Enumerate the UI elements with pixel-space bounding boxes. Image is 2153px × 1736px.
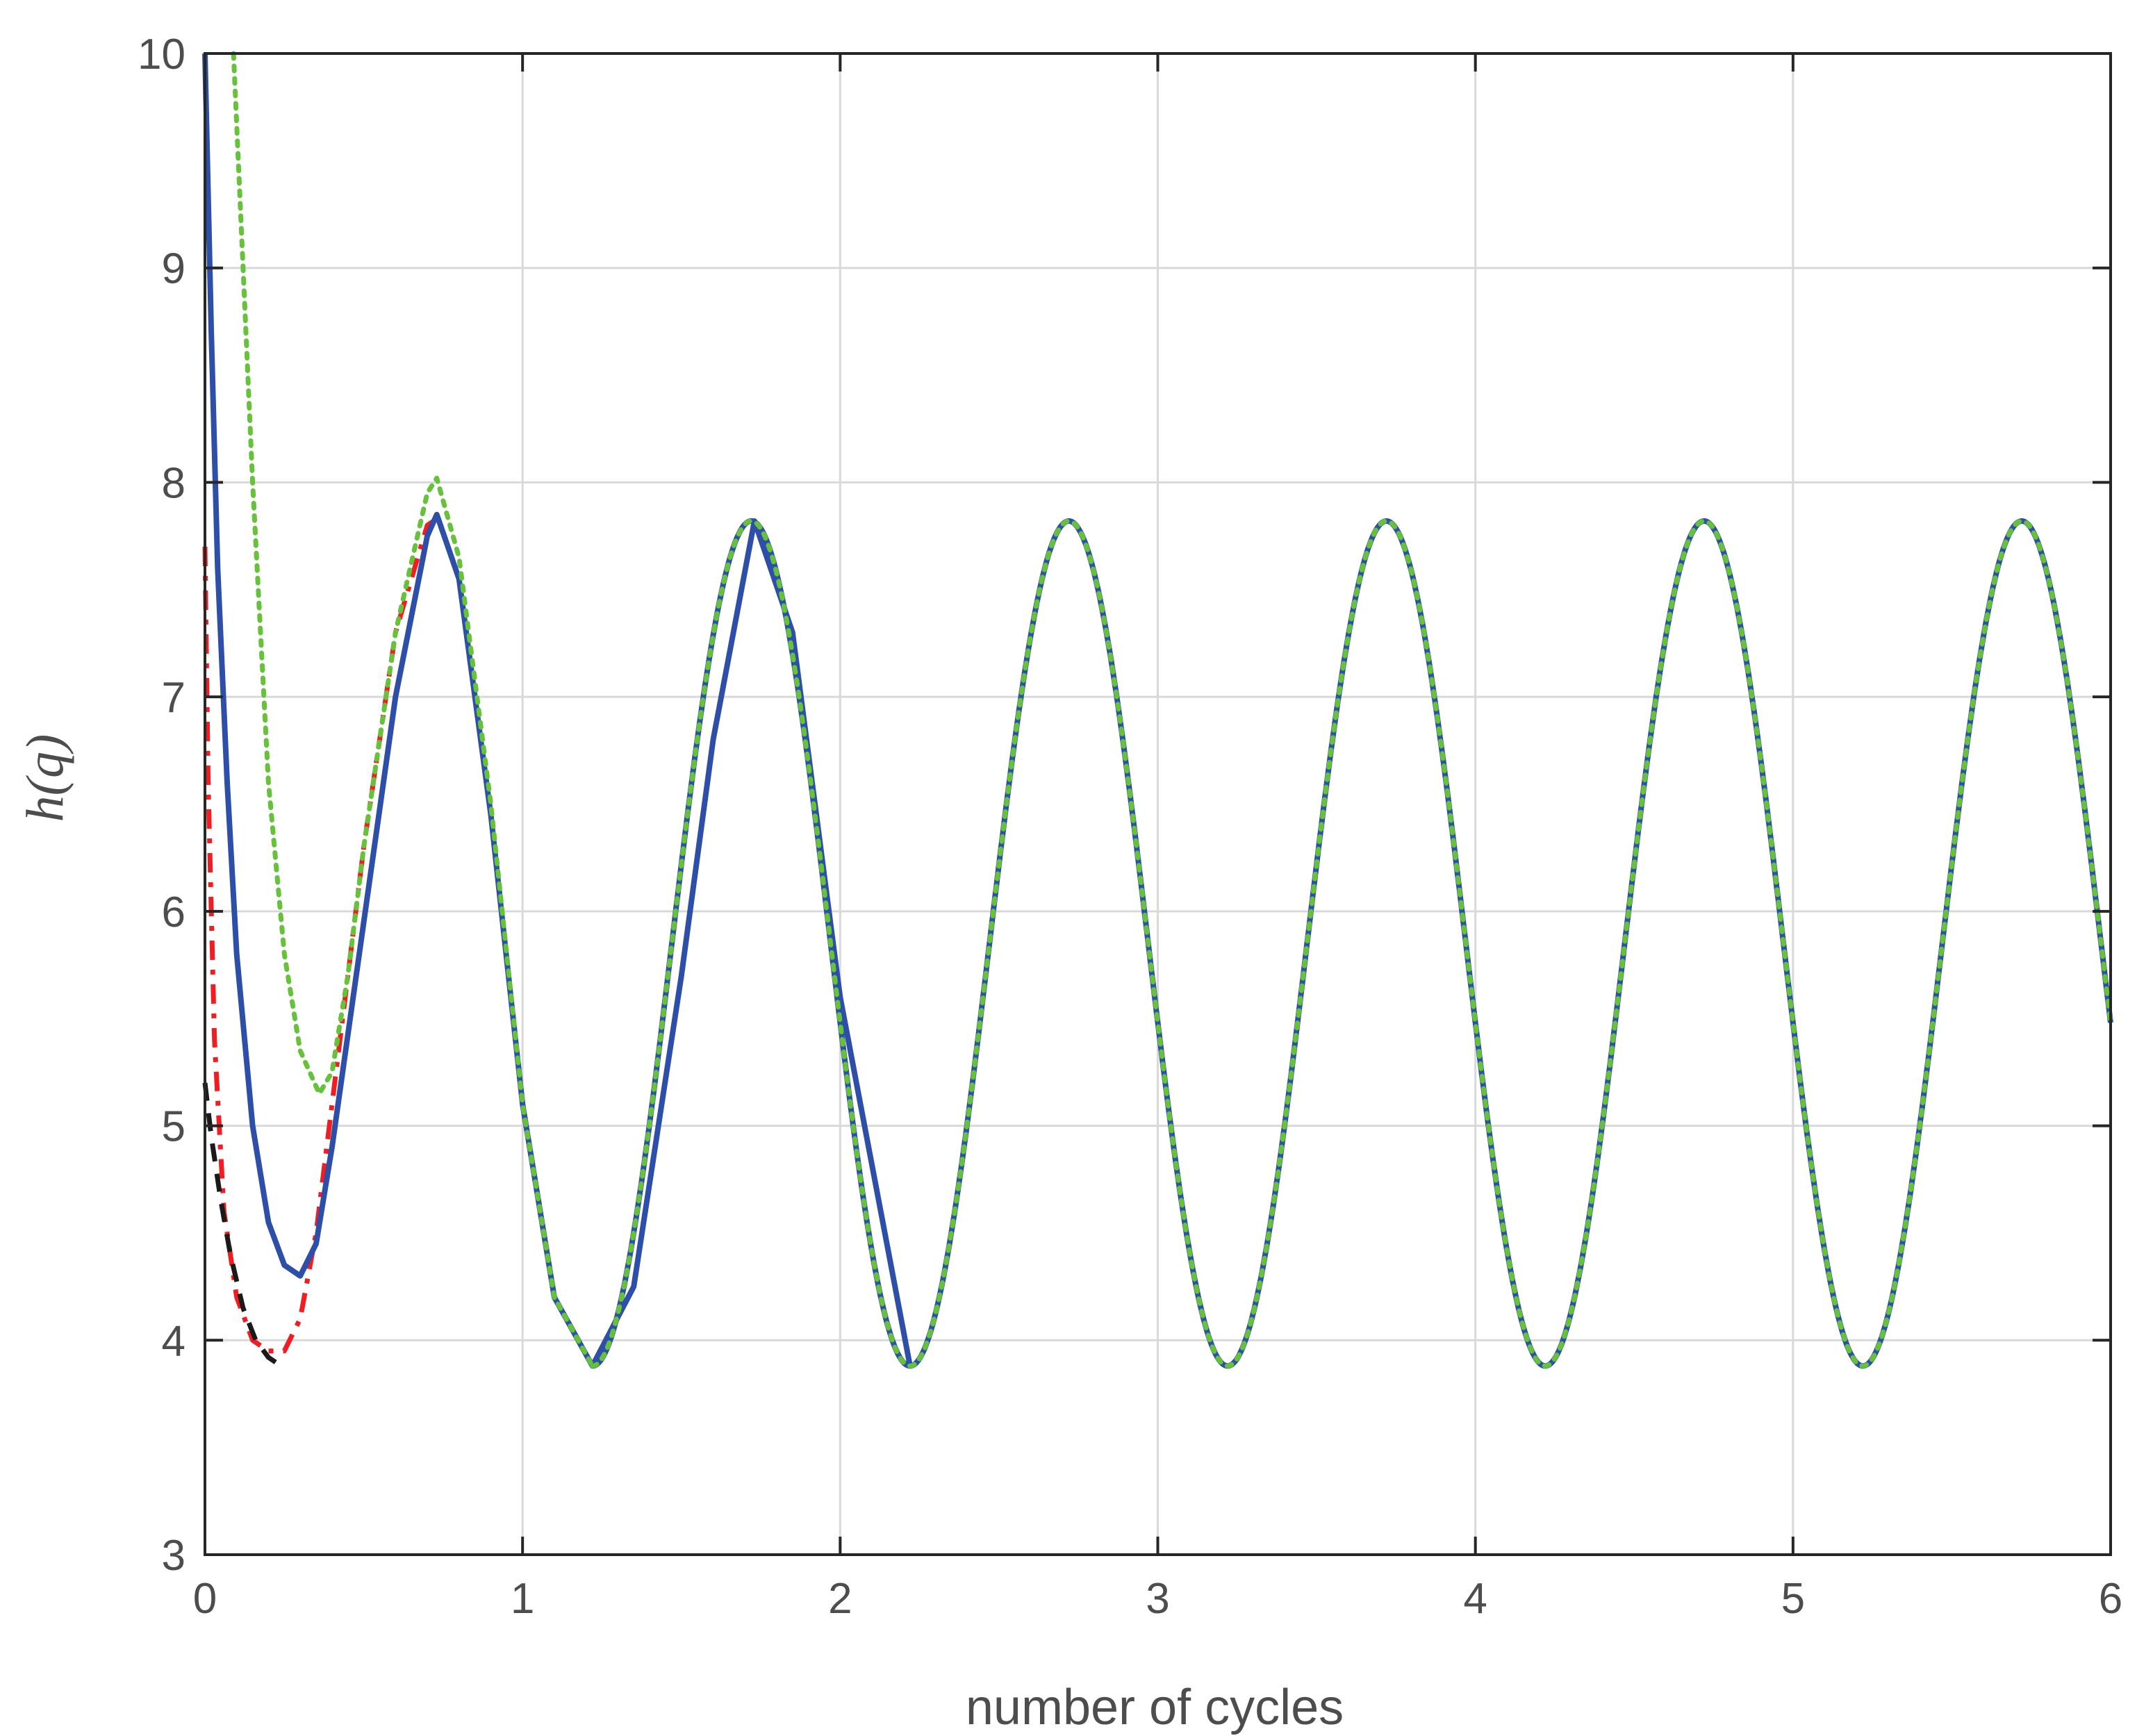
x-tick-label: 5 bbox=[1781, 1575, 1805, 1623]
x-tick-label: 1 bbox=[511, 1575, 534, 1623]
y-tick-label: 6 bbox=[162, 888, 185, 936]
y-tick-label: 10 bbox=[138, 31, 185, 78]
y-tick-label: 7 bbox=[162, 674, 185, 722]
series-line-1 bbox=[202, 1082, 283, 1369]
x-tick-label: 2 bbox=[828, 1575, 852, 1623]
x-axis-label: number of cycles bbox=[966, 1680, 1344, 1735]
y-tick-label: 4 bbox=[162, 1317, 185, 1365]
y-axis-label: h(q) bbox=[16, 734, 74, 822]
y-tick-label: 9 bbox=[162, 245, 185, 293]
series-layer bbox=[202, 51, 2113, 1369]
grid bbox=[205, 53, 2111, 1555]
x-tick-label: 6 bbox=[2099, 1575, 2122, 1623]
series-line-2 bbox=[202, 53, 913, 1369]
x-tick-label: 0 bbox=[193, 1575, 217, 1623]
y-tick-label: 5 bbox=[162, 1103, 185, 1151]
x-tick-label: 4 bbox=[1463, 1575, 1487, 1623]
axes-frame bbox=[204, 52, 2112, 1556]
y-tick-label: 8 bbox=[162, 459, 185, 507]
tick-labels: 0 1 2 3 4 5 6 3 4 5 6 7 8 9 10 bbox=[138, 31, 2122, 1623]
series-line-3 bbox=[231, 51, 595, 1369]
x-tick-label: 3 bbox=[1146, 1575, 1169, 1623]
steady-state-line-dotted bbox=[590, 518, 2113, 1369]
y-tick-label: 3 bbox=[162, 1532, 185, 1580]
